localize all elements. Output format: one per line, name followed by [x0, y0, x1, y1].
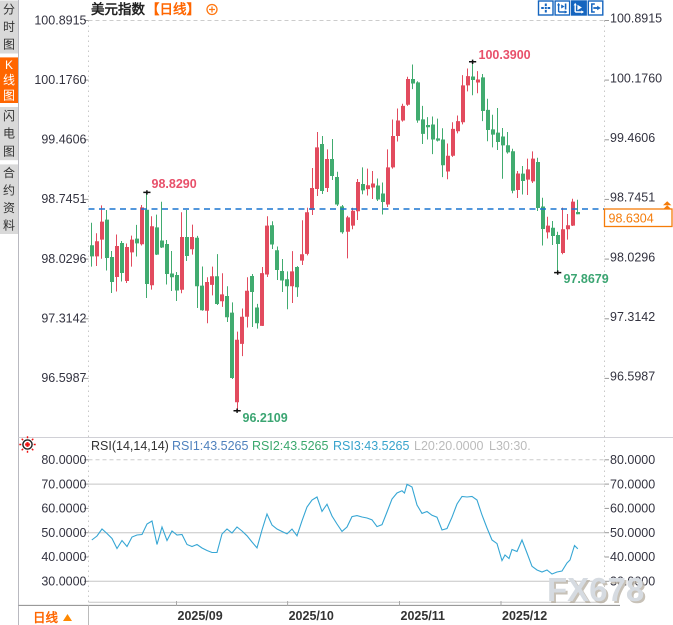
svg-text:图: 图: [3, 144, 15, 158]
svg-text:96.5987: 96.5987: [610, 370, 655, 384]
svg-text:99.4606: 99.4606: [610, 131, 655, 145]
svg-text:100.8915: 100.8915: [610, 12, 662, 26]
svg-text:97.8679: 97.8679: [564, 272, 609, 286]
svg-text:2025/09: 2025/09: [178, 609, 223, 623]
svg-text:FX678: FX678: [547, 571, 644, 608]
svg-text:96.5987: 96.5987: [41, 371, 86, 385]
svg-text:60.0000: 60.0000: [41, 502, 86, 516]
svg-text:80.0000: 80.0000: [610, 453, 655, 467]
svg-text:2025/10: 2025/10: [289, 609, 334, 623]
svg-text:98.7451: 98.7451: [41, 192, 86, 206]
svg-text:RSI2:43.5265: RSI2:43.5265: [252, 439, 328, 453]
svg-text:日线: 日线: [33, 610, 59, 625]
svg-text:RSI(14,14,14): RSI(14,14,14): [91, 439, 169, 453]
svg-text:99.4606: 99.4606: [41, 133, 86, 147]
svg-text:L30:30.: L30:30.: [489, 439, 531, 453]
svg-text:96.2109: 96.2109: [243, 411, 288, 425]
svg-text:30.0000: 30.0000: [610, 575, 655, 589]
svg-text:50.0000: 50.0000: [41, 526, 86, 540]
svg-text:70.0000: 70.0000: [610, 477, 655, 491]
svg-text:合: 合: [3, 165, 15, 180]
svg-text:料: 料: [3, 218, 15, 232]
svg-text:线: 线: [3, 73, 15, 87]
svg-text:美元指数: 美元指数: [91, 1, 145, 17]
svg-text:100.8915: 100.8915: [34, 13, 86, 27]
svg-text:100.3900: 100.3900: [479, 48, 531, 62]
svg-text:【日线】: 【日线】: [146, 1, 200, 17]
svg-text:98.6304: 98.6304: [609, 212, 654, 226]
svg-text:2025/11: 2025/11: [401, 609, 446, 623]
svg-text:40.0000: 40.0000: [41, 550, 86, 564]
svg-text:2025/12: 2025/12: [502, 609, 547, 623]
svg-text:图: 图: [3, 88, 15, 102]
svg-text:K: K: [5, 58, 13, 72]
svg-text:100.1760: 100.1760: [610, 71, 662, 85]
svg-text:RSI3:43.5265: RSI3:43.5265: [333, 439, 409, 453]
svg-text:60.0000: 60.0000: [610, 502, 655, 516]
svg-text:闪: 闪: [3, 109, 15, 123]
svg-text:98.8290: 98.8290: [152, 177, 197, 191]
svg-text:50.0000: 50.0000: [610, 526, 655, 540]
svg-text:100.1760: 100.1760: [34, 73, 86, 87]
svg-text:约: 约: [3, 183, 15, 198]
svg-text:资: 资: [3, 201, 15, 215]
svg-text:时: 时: [3, 20, 15, 34]
svg-text:L20:20.0000: L20:20.0000: [414, 439, 484, 453]
svg-text:电: 电: [3, 127, 15, 141]
svg-text:80.0000: 80.0000: [41, 453, 86, 467]
svg-text:97.3142: 97.3142: [41, 312, 86, 326]
svg-text:98.0296: 98.0296: [610, 250, 655, 264]
svg-text:30.0000: 30.0000: [41, 575, 86, 589]
svg-text:RSI1:43.5265: RSI1:43.5265: [172, 439, 248, 453]
svg-text:40.0000: 40.0000: [610, 550, 655, 564]
svg-text:FX678: FX678: [549, 573, 646, 610]
svg-text:分: 分: [3, 2, 15, 16]
svg-text:98.0296: 98.0296: [41, 252, 86, 266]
svg-text:图: 图: [3, 38, 15, 52]
svg-text:98.7451: 98.7451: [610, 191, 655, 205]
svg-text:70.0000: 70.0000: [41, 477, 86, 491]
svg-text:97.3142: 97.3142: [610, 310, 655, 324]
